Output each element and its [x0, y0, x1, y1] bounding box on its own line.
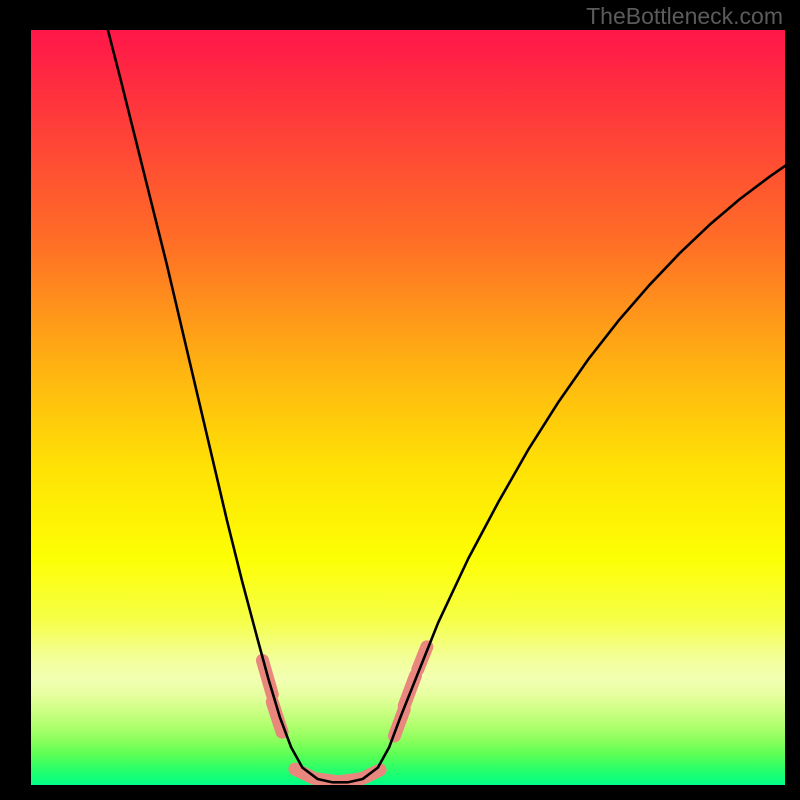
watermark-text: TheBottleneck.com — [586, 3, 783, 30]
main-curve — [108, 30, 785, 782]
salmon-segment — [418, 647, 427, 670]
curve-layer — [31, 30, 785, 785]
plot-area — [31, 30, 785, 785]
